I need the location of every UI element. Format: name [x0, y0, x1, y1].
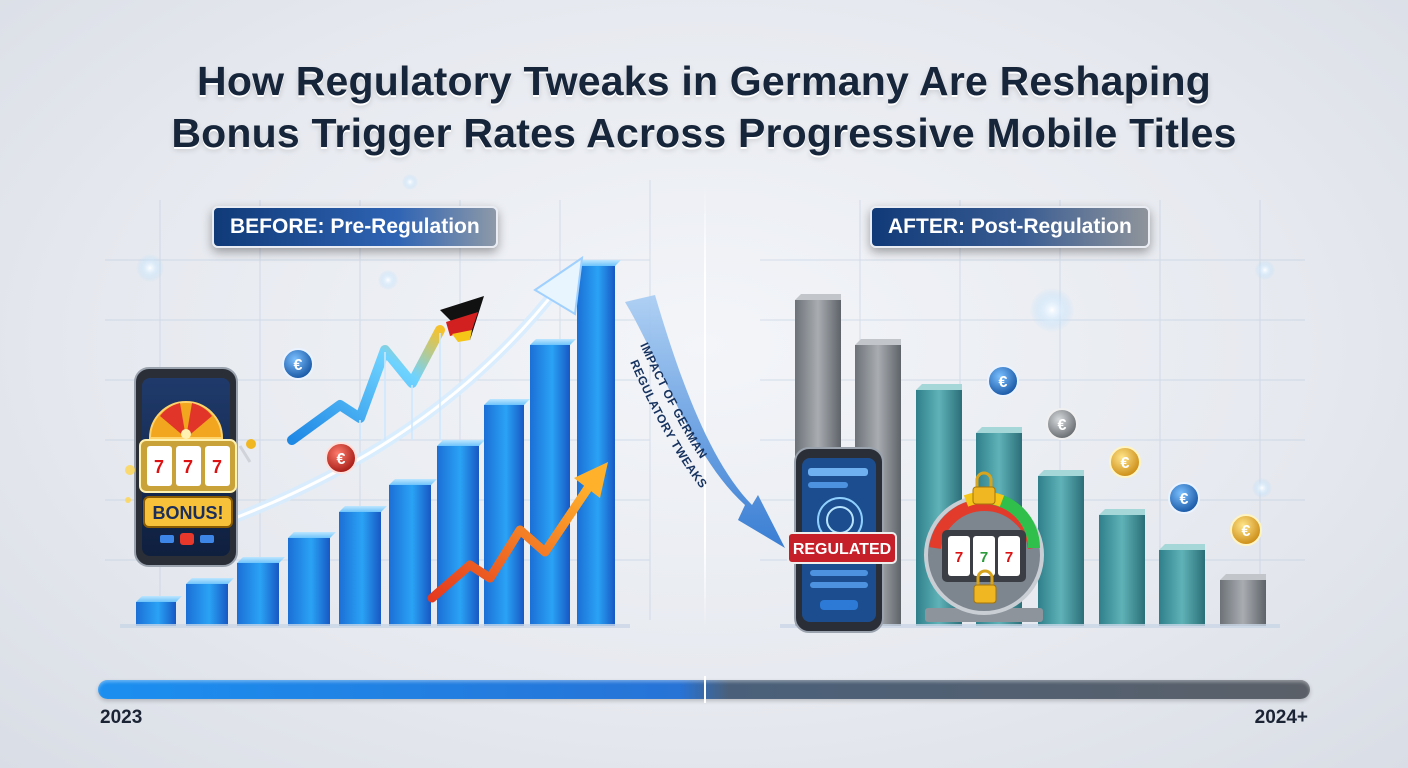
- zigzag-arrow-flag: [287, 296, 484, 445]
- padlock-icon-top: [972, 471, 996, 505]
- before-bar-8: [484, 399, 530, 626]
- after-bar-8: [1220, 574, 1266, 626]
- before-bar-4: [288, 532, 336, 626]
- padlock-icon-center: [973, 569, 997, 604]
- timeline-midpoint: [704, 676, 706, 703]
- before-bar-9: [530, 339, 576, 626]
- svg-text:7: 7: [154, 457, 164, 477]
- svg-text:REGULATED: REGULATED: [793, 541, 891, 558]
- after-bar-5: [1038, 470, 1084, 626]
- orange-zigzag-arrow: [427, 462, 608, 603]
- before-bar-3: [237, 557, 285, 626]
- svg-text:€: €: [337, 451, 346, 468]
- timeline-start-year: 2023: [100, 707, 143, 728]
- svg-text:€: €: [1058, 417, 1067, 434]
- title-line-1: How Regulatory Tweaks in Germany Are Res…: [197, 58, 1211, 104]
- svg-text:7: 7: [212, 457, 222, 477]
- svg-text:€: €: [294, 357, 303, 374]
- euro-coin-red-left: €: [325, 442, 357, 474]
- center-divider: [704, 185, 706, 630]
- svg-text:7: 7: [1005, 549, 1013, 566]
- locked-slot-machine: 7 7 7: [924, 471, 1044, 622]
- before-bar-6: [389, 479, 437, 626]
- euro-coin-gold-right-1: €: [1109, 446, 1141, 478]
- euro-coin-blue-left: €: [282, 348, 314, 380]
- after-badge: AFTER: Post-Regulation: [870, 206, 1150, 248]
- svg-text:€: €: [1180, 491, 1189, 508]
- svg-text:7: 7: [183, 457, 193, 477]
- euro-coin-blue-right-2: €: [1168, 482, 1200, 514]
- euro-coin-blue-right-1: €: [987, 365, 1019, 397]
- after-bar-7: [1159, 544, 1205, 626]
- svg-text:€: €: [1242, 523, 1251, 540]
- after-bar-6: [1099, 509, 1145, 626]
- svg-text:7: 7: [955, 549, 963, 566]
- fortune-wheel-icon: [148, 401, 224, 439]
- svg-text:7: 7: [980, 549, 988, 566]
- bonus-label: BONUS!: [153, 503, 224, 523]
- before-bar-10: [577, 260, 621, 626]
- title-line-2: Bonus Trigger Rates Across Progressive M…: [171, 110, 1237, 156]
- rising-light-arrow: [225, 255, 584, 525]
- german-flag-arrowhead: [440, 296, 484, 342]
- svg-text:€: €: [1121, 455, 1130, 472]
- before-bar-2: [186, 578, 234, 626]
- before-bar-5: [339, 506, 387, 626]
- before-bar-1: [136, 596, 182, 626]
- before-bar-7: [437, 440, 485, 626]
- timeline-end-year: 2024+: [1254, 707, 1308, 728]
- before-bar-chart: [120, 260, 630, 628]
- before-phone: 7 7 7 BONUS!: [125, 367, 256, 567]
- euro-coin-gold-right-2: €: [1230, 514, 1262, 546]
- svg-text:€: €: [999, 374, 1008, 391]
- sparkles: [136, 174, 1275, 498]
- impact-arrow: IMPACT OF GERMAN REGULATORY TWEAKS: [625, 295, 785, 548]
- before-badge: BEFORE: Pre-Regulation: [212, 206, 498, 248]
- euro-coin-gray-right: €: [1046, 408, 1078, 440]
- regulated-label: REGULATED: [787, 532, 897, 564]
